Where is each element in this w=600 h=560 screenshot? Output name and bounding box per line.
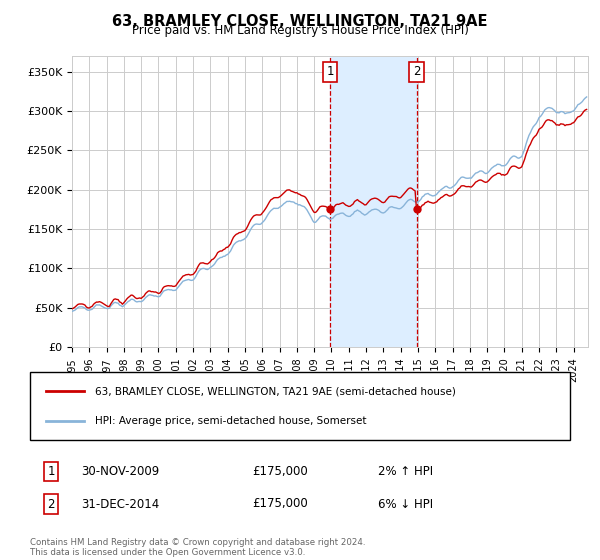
Text: Contains HM Land Registry data © Crown copyright and database right 2024.
This d: Contains HM Land Registry data © Crown c… <box>30 538 365 557</box>
Bar <box>330 56 416 347</box>
Text: Price paid vs. HM Land Registry's House Price Index (HPI): Price paid vs. HM Land Registry's House … <box>131 24 469 37</box>
Text: 63, BRAMLEY CLOSE, WELLINGTON, TA21 9AE (semi-detached house): 63, BRAMLEY CLOSE, WELLINGTON, TA21 9AE … <box>95 386 455 396</box>
Text: 2: 2 <box>47 497 55 511</box>
Text: 2% ↑ HPI: 2% ↑ HPI <box>378 465 433 478</box>
Text: £175,000: £175,000 <box>252 497 308 511</box>
Text: 1: 1 <box>326 66 334 78</box>
FancyBboxPatch shape <box>30 372 570 440</box>
Text: £175,000: £175,000 <box>252 465 308 478</box>
Text: HPI: Average price, semi-detached house, Somerset: HPI: Average price, semi-detached house,… <box>95 416 366 426</box>
Text: 2: 2 <box>413 66 420 78</box>
Text: 30-NOV-2009: 30-NOV-2009 <box>81 465 159 478</box>
Text: 63, BRAMLEY CLOSE, WELLINGTON, TA21 9AE: 63, BRAMLEY CLOSE, WELLINGTON, TA21 9AE <box>112 14 488 29</box>
Text: 31-DEC-2014: 31-DEC-2014 <box>81 497 159 511</box>
Text: 1: 1 <box>47 465 55 478</box>
Text: 6% ↓ HPI: 6% ↓ HPI <box>378 497 433 511</box>
